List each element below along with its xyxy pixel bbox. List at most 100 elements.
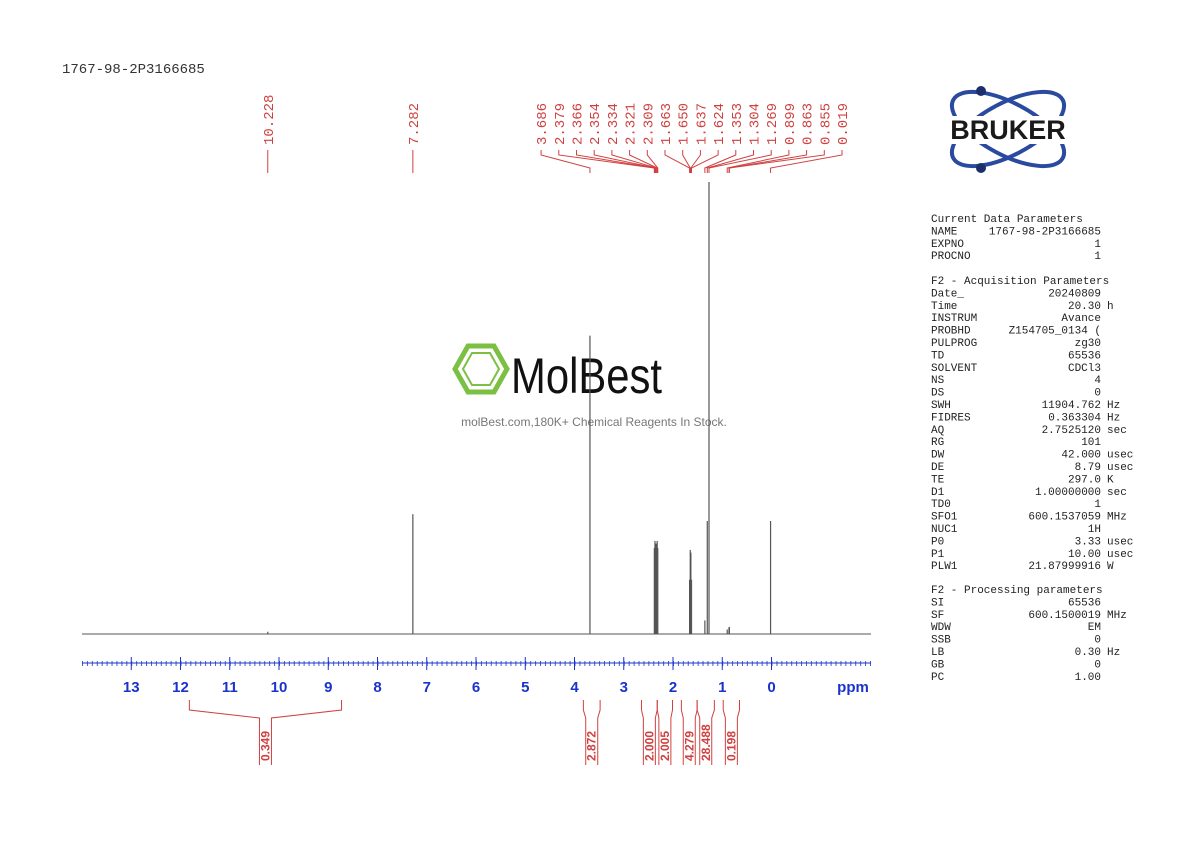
param-name: Date_ bbox=[931, 288, 964, 300]
peak-label: 1.353 bbox=[730, 103, 746, 145]
integral-label: 0.198 bbox=[724, 731, 738, 761]
peak-leader bbox=[770, 150, 843, 173]
x-tick-label: 9 bbox=[324, 679, 332, 696]
sample-id: 1767-98-2P3166685 bbox=[62, 62, 205, 78]
param-name: Time bbox=[931, 301, 957, 313]
param-name: PULPROG bbox=[931, 338, 977, 350]
param-name: SF bbox=[931, 610, 944, 622]
peak-label: 2.321 bbox=[624, 103, 640, 145]
peak-leader bbox=[540, 150, 591, 173]
peak-label: 0.899 bbox=[783, 103, 799, 145]
x-tick-label: 7 bbox=[423, 679, 431, 696]
peak-label: 1.650 bbox=[677, 103, 693, 145]
param-name: PROCNO bbox=[931, 251, 971, 263]
param-value: 1 bbox=[1094, 239, 1101, 251]
param-name: D1 bbox=[931, 487, 945, 499]
param-value: Z154705_0134 ( bbox=[1009, 326, 1101, 338]
x-tick-label: 13 bbox=[123, 679, 140, 696]
param-name: FIDRES bbox=[931, 412, 971, 424]
x-tick-label: 0 bbox=[767, 679, 775, 696]
param-value: 0 bbox=[1094, 635, 1101, 647]
param-value: 101 bbox=[1081, 437, 1101, 449]
logo-text: BRUKER bbox=[950, 115, 1066, 145]
param-value: 3.33 bbox=[1075, 536, 1101, 548]
peak-leader bbox=[576, 150, 656, 173]
watermark-brand: MolBest bbox=[511, 348, 662, 404]
param-name: NAME bbox=[931, 226, 958, 238]
integral-bracket bbox=[188, 700, 343, 765]
integral-label: 2.872 bbox=[585, 731, 599, 761]
integral-bracket bbox=[722, 700, 740, 765]
param-unit: MHz bbox=[1107, 512, 1127, 524]
param-unit: sec bbox=[1107, 487, 1127, 499]
param-unit: MHz bbox=[1107, 610, 1127, 622]
x-tick-label: 2 bbox=[669, 679, 677, 696]
section-title: F2 - Acquisition Parameters bbox=[931, 276, 1109, 288]
param-name: PLW1 bbox=[931, 561, 958, 573]
integral-label: 28.488 bbox=[699, 724, 713, 761]
x-tick-label: 12 bbox=[172, 679, 189, 696]
section-title: F2 - Processing parameters bbox=[931, 585, 1103, 597]
watermark: MolBest molBest.com,180K+ Chemical Reage… bbox=[452, 343, 727, 429]
param-name: RG bbox=[931, 437, 944, 449]
integral-bracket bbox=[582, 700, 601, 765]
param-value: 65536 bbox=[1068, 350, 1101, 362]
param-value: 1H bbox=[1088, 524, 1101, 536]
param-name: SWH bbox=[931, 400, 951, 412]
integral-bracket bbox=[696, 700, 715, 765]
param-value: 1.00000000 bbox=[1035, 487, 1101, 499]
integral-label: 2.005 bbox=[658, 731, 672, 761]
param-unit: usec bbox=[1107, 549, 1133, 561]
param-value: 2.7525120 bbox=[1042, 425, 1101, 437]
peak-label: 1.663 bbox=[659, 103, 675, 145]
peak-label: 2.354 bbox=[588, 103, 604, 145]
param-unit: usec bbox=[1107, 450, 1133, 462]
peak-label: 3.686 bbox=[535, 103, 551, 145]
integral-label: 2.000 bbox=[642, 731, 656, 761]
param-name: EXPNO bbox=[931, 239, 964, 251]
peak-label: 1.624 bbox=[712, 103, 728, 145]
param-name: DW bbox=[931, 450, 945, 462]
param-unit: Hz bbox=[1107, 400, 1120, 412]
param-value: 0 bbox=[1094, 659, 1101, 671]
param-name: GB bbox=[931, 659, 945, 671]
param-name: TD bbox=[931, 350, 945, 362]
peak-leader bbox=[682, 150, 691, 173]
peak-leader bbox=[629, 150, 658, 173]
bruker-logo: BRUKER bbox=[924, 86, 1092, 173]
peak-label: 1.304 bbox=[748, 103, 764, 145]
param-name: DS bbox=[931, 388, 945, 400]
peak-label: 2.366 bbox=[571, 103, 587, 145]
param-name: AQ bbox=[931, 425, 945, 437]
param-name: TE bbox=[931, 474, 945, 486]
x-axis-label: ppm bbox=[837, 679, 869, 696]
param-value: CDCl3 bbox=[1068, 363, 1101, 375]
param-value: 4 bbox=[1094, 375, 1101, 387]
param-value: 8.79 bbox=[1075, 462, 1101, 474]
peak-leader bbox=[704, 150, 737, 173]
param-value: 0.30 bbox=[1075, 647, 1101, 659]
param-value: 10.00 bbox=[1068, 549, 1101, 561]
param-value: 600.1500019 bbox=[1028, 610, 1101, 622]
peak-leader bbox=[728, 150, 825, 173]
integral-label: 0.349 bbox=[258, 731, 272, 761]
peak-label: 1.637 bbox=[694, 103, 710, 145]
param-value: 0.363304 bbox=[1048, 412, 1101, 424]
param-value: EM bbox=[1088, 622, 1101, 634]
param-value: 1.00 bbox=[1075, 672, 1101, 684]
param-value: 20240809 bbox=[1048, 288, 1101, 300]
peak-leader bbox=[726, 150, 790, 173]
peak-label: 2.309 bbox=[641, 103, 657, 145]
param-unit: usec bbox=[1107, 462, 1133, 474]
peak-label: 1.269 bbox=[765, 103, 781, 145]
param-unit: Hz bbox=[1107, 412, 1120, 424]
param-name: SI bbox=[931, 597, 944, 609]
peak-leader bbox=[664, 150, 691, 173]
peak-leader bbox=[706, 150, 754, 173]
param-value: 0 bbox=[1094, 388, 1101, 400]
param-name: WDW bbox=[931, 622, 951, 634]
param-value: Avance bbox=[1061, 313, 1101, 325]
peak-label: 0.855 bbox=[818, 103, 834, 145]
peak-leader bbox=[611, 150, 658, 173]
